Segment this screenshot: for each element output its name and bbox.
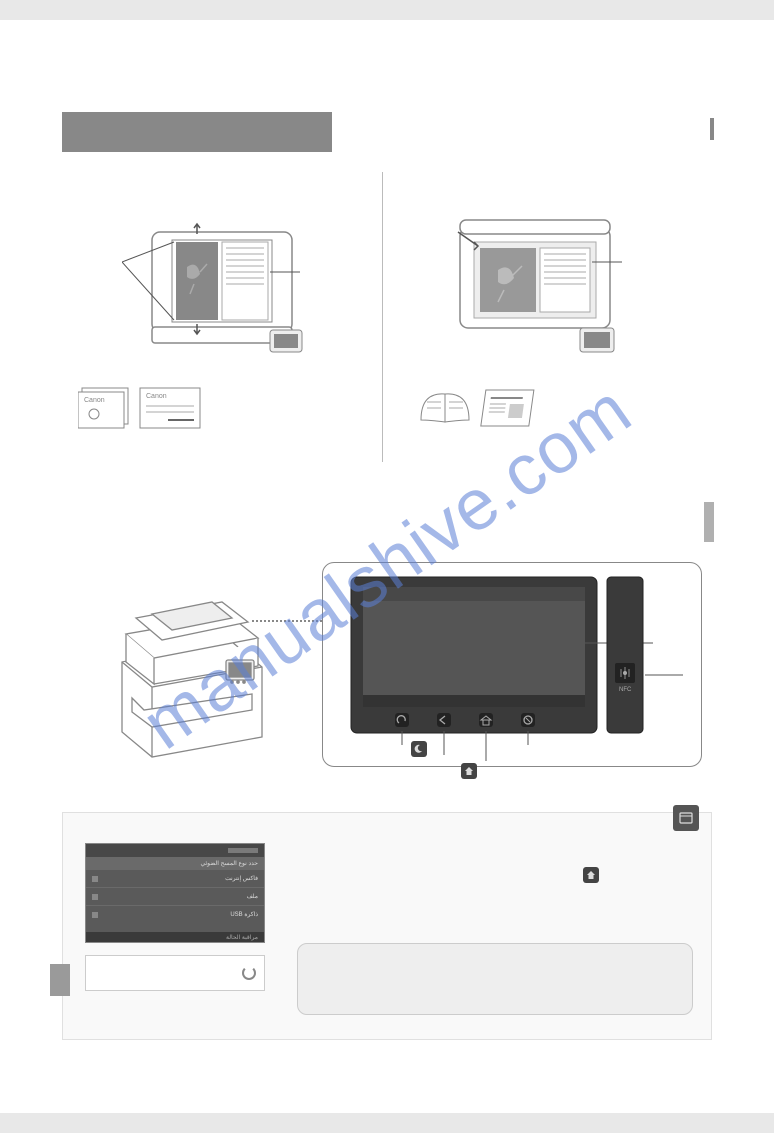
right-edge-tab bbox=[710, 118, 714, 140]
upper-split-section: Canon Canon bbox=[62, 172, 712, 472]
vertical-divider bbox=[382, 172, 383, 462]
control-panel-box: NFC bbox=[322, 562, 702, 767]
canon-doc-thumbs: Canon Canon bbox=[78, 382, 228, 437]
section-header-bar bbox=[62, 112, 332, 152]
spinner-icon bbox=[242, 966, 256, 980]
screen-header bbox=[86, 844, 264, 857]
printer-isometric bbox=[102, 572, 282, 767]
home-icon-badge bbox=[461, 763, 477, 779]
printer-feeder-diagram bbox=[122, 212, 312, 367]
callout-dotted-line bbox=[252, 620, 322, 622]
screen-row: USB ذاكرة bbox=[86, 905, 264, 923]
scan-instruction-box: حدد نوع المسح الضوئي فاكس إنترنت ملف USB… bbox=[62, 812, 712, 1040]
svg-text:Canon: Canon bbox=[84, 397, 105, 404]
scan-section-icon bbox=[673, 805, 699, 831]
home-icon-inline bbox=[583, 867, 599, 883]
control-panel-section: NFC bbox=[62, 562, 712, 792]
screen-row: ملف bbox=[86, 887, 264, 905]
row-label: ملف bbox=[247, 893, 258, 900]
printer-iso-svg bbox=[102, 572, 282, 762]
left-edge-tab bbox=[50, 964, 70, 996]
thumbs-right-svg bbox=[417, 382, 557, 432]
screen-footer: مراقبة الحالة bbox=[86, 932, 264, 942]
thumbs-left-svg: Canon Canon bbox=[78, 382, 228, 432]
tip-callout-box bbox=[297, 943, 693, 1015]
feeder-svg bbox=[122, 212, 312, 362]
moon-icon-badge bbox=[411, 741, 427, 757]
panel-svg: NFC bbox=[323, 563, 699, 763]
svg-text:Canon: Canon bbox=[146, 393, 167, 400]
platen-svg bbox=[440, 202, 630, 362]
loading-mini-box bbox=[85, 955, 265, 991]
row-label: فاكس إنترنت bbox=[225, 875, 258, 882]
scan-screen-preview: حدد نوع المسح الضوئي فاكس إنترنت ملف USB… bbox=[85, 843, 265, 943]
book-news-thumbs bbox=[417, 382, 557, 437]
side-gray-tab bbox=[704, 502, 714, 542]
manual-page: manualshive.com bbox=[0, 20, 774, 1113]
row-label: USB ذاكرة bbox=[230, 911, 258, 918]
printer-platen-diagram bbox=[440, 202, 630, 367]
screen-row: فاكس إنترنت bbox=[86, 869, 264, 887]
svg-text:NFC: NFC bbox=[619, 687, 632, 693]
screen-subtitle: حدد نوع المسح الضوئي bbox=[86, 857, 264, 869]
page-content: Canon Canon bbox=[62, 112, 712, 1072]
